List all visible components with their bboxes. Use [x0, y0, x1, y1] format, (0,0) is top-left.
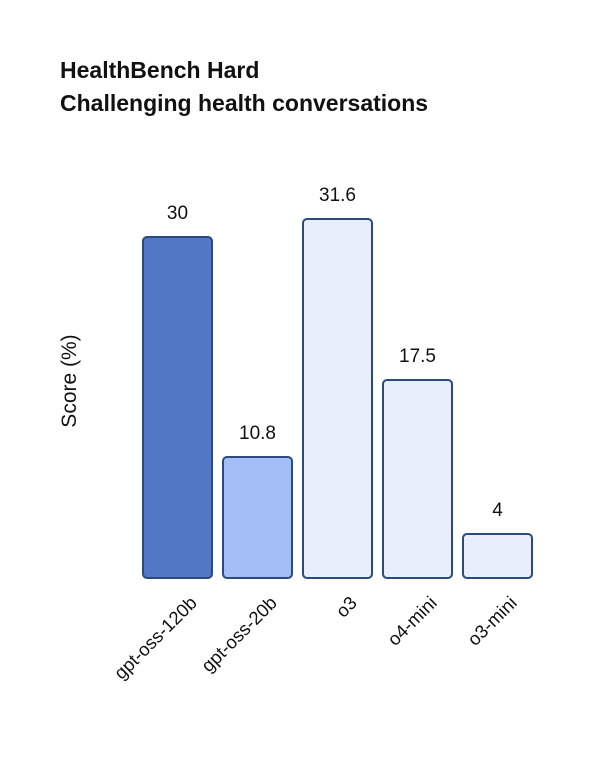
bar-value-label: 10.8	[239, 423, 276, 444]
bar-o4-mini	[382, 379, 453, 579]
bar-value-label: 4	[492, 500, 503, 521]
bar-o3	[302, 218, 373, 579]
bar-value-label: 30	[166, 203, 189, 224]
x-tick-label: o3	[330, 592, 361, 622]
x-tick-label: o4-mini	[382, 592, 441, 650]
bar-o3-mini	[462, 533, 533, 579]
x-tick-label: gpt-oss-20b	[196, 592, 281, 676]
bar-value-label: 17.5	[399, 346, 436, 367]
x-tick-label: o3-mini	[462, 592, 521, 650]
chart-title-line1: HealthBench Hard	[60, 57, 260, 83]
chart-title: HealthBench Hard Challenging health conv…	[60, 54, 428, 120]
bar-gpt-oss-20b	[222, 456, 293, 579]
bar-value-label: 31.6	[319, 185, 356, 206]
bar-gpt-oss-120b	[142, 236, 213, 579]
x-tick-label: gpt-oss-120b	[109, 592, 201, 684]
chart-title-line2: Challenging health conversations	[60, 90, 429, 116]
